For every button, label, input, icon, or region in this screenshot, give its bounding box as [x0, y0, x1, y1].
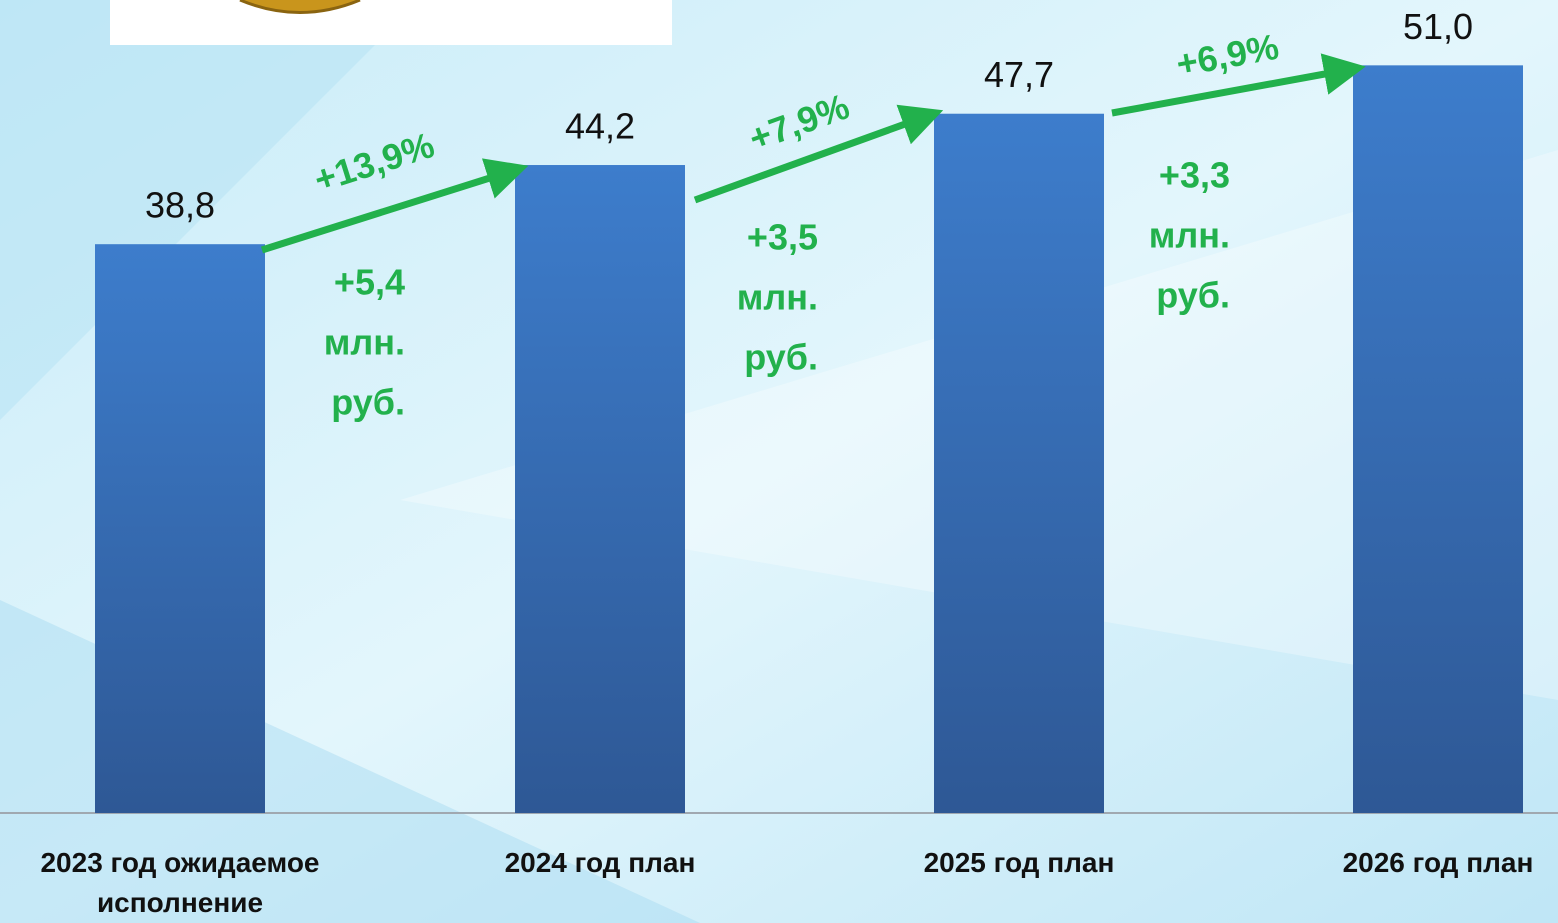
delta-label: руб. — [744, 337, 818, 378]
delta-label: руб. — [331, 382, 405, 423]
delta-label: млн. — [737, 277, 818, 318]
chart-svg: 38,844,247,751,0+13,9%+5,4млн.руб.+7,9%+… — [0, 0, 1558, 923]
bar — [515, 165, 685, 813]
delta-label: +5,4 — [334, 262, 405, 303]
bar — [1353, 65, 1523, 813]
x-tick-label: 2023 год ожидаемое исполнение — [0, 843, 370, 923]
x-tick-label: 2026 год план — [1248, 843, 1558, 883]
value-label: 51,0 — [1403, 6, 1473, 47]
chart: 38,844,247,751,0+13,9%+5,4млн.руб.+7,9%+… — [0, 0, 1558, 923]
x-tick-label: 2025 год план — [829, 843, 1209, 883]
delta-label: +3,5 — [747, 217, 818, 258]
bar — [934, 114, 1104, 813]
bar — [95, 244, 265, 813]
delta-label: руб. — [1156, 275, 1230, 316]
delta-label: млн. — [1149, 215, 1230, 256]
x-tick-label: 2024 год план — [410, 843, 790, 883]
value-label: 44,2 — [565, 106, 635, 147]
delta-label: млн. — [324, 322, 405, 363]
value-label: 47,7 — [984, 54, 1054, 95]
delta-label: +3,3 — [1159, 155, 1230, 196]
image-frame — [110, 0, 672, 45]
value-label: 38,8 — [145, 185, 215, 226]
